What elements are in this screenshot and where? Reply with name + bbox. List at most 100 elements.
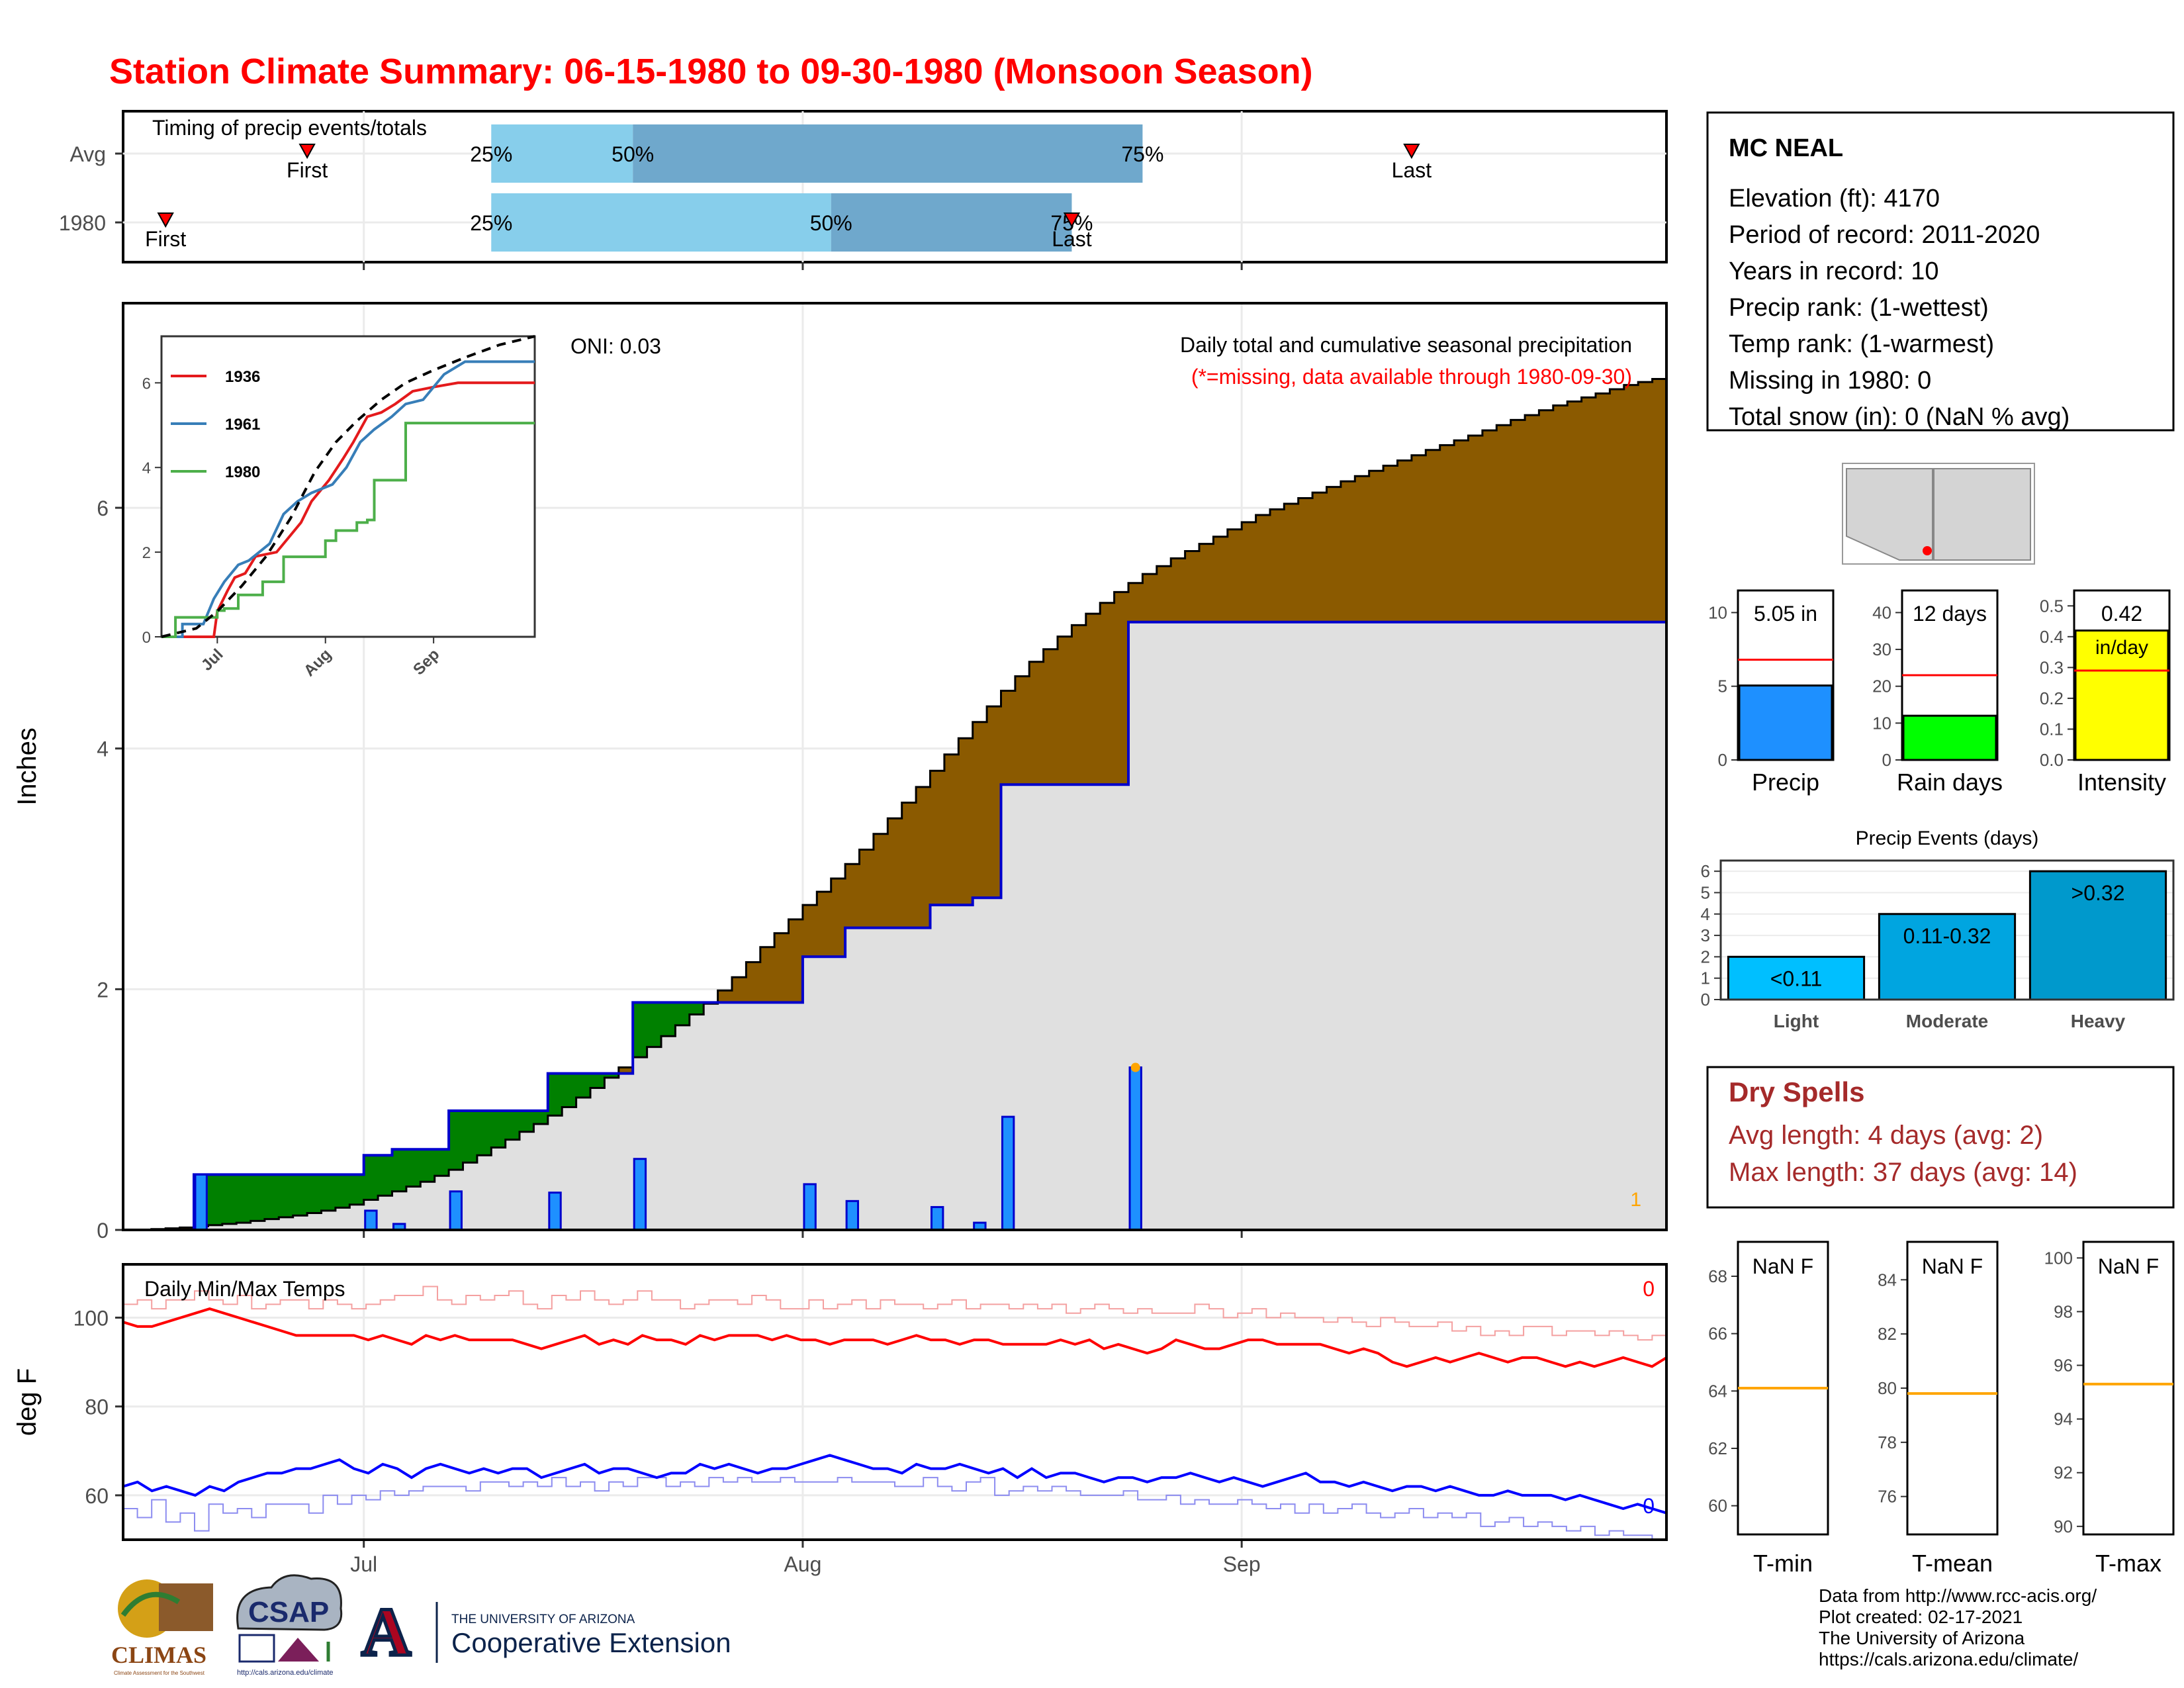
events-bar-light (1727, 955, 1866, 1001)
timing-marker-last (1063, 212, 1081, 228)
ua-name: THE UNIVERSITY OF ARIZONA (451, 1613, 635, 1626)
station-name: MC NEAL (1729, 134, 1843, 162)
station-info-line: Total snow (in): 0 (NaN % avg) (1729, 403, 2070, 431)
y-tick-label: 0.0 (2040, 750, 2064, 770)
tmin-avg-line (123, 1477, 1666, 1540)
timing-panel: Timing of precip events/totals Avg 25% 50% 7… (59, 110, 1668, 270)
legend-label: 1961 (225, 416, 260, 434)
events-category-label: Heavy (2071, 1011, 2126, 1031)
inset-y-tick-label: 0 (142, 629, 151, 647)
cumulative-observed-line (137, 620, 1666, 1231)
daily-precip-bar (803, 1183, 817, 1231)
events-bar-label: >0.32 (2071, 881, 2125, 905)
legend-label: 1980 (225, 463, 260, 481)
tmax-line (122, 1307, 1668, 1368)
y-tick-label: 0.2 (2040, 688, 2064, 708)
inset-y-tick-label: 4 (142, 459, 151, 477)
tmin-missing-count: 0 (1643, 1494, 1655, 1518)
station-info-line: Elevation (ft): 4170 (1729, 185, 1940, 212)
events-category-label: Moderate (1906, 1011, 1988, 1031)
y-tick-label: 0.4 (2040, 627, 2064, 647)
y-tick-label: 82 (1878, 1324, 1897, 1344)
station-location-marker (1923, 546, 1932, 555)
inset-series-normal (161, 335, 535, 638)
temps-panel: 60 80 100 Jul Aug Sep Daily Min/Max Temps 0 0 deg… (13, 1263, 1668, 1576)
summary-bar-precip (1738, 684, 1833, 761)
dry-spells-title: Dry Spells (1729, 1076, 1864, 1107)
temperature-summary-bars: 60 62 64 66 68 NaN F T-min 76 78 80 82 84 NaN F T-mea… (1708, 1241, 2175, 1577)
y-tick-label: 3 (1701, 925, 1710, 945)
dry-spells-avg: Avg length: 4 days (avg: 2) (1729, 1121, 2043, 1150)
credit-line: Data from http://www.rcc-acis.org/ (1819, 1585, 2097, 1606)
dry-spells-box: Dry Spells Avg length: 4 days (avg: 2) M… (1706, 1066, 2175, 1209)
x-tick-label: Sep (1223, 1552, 1261, 1576)
y-tick-label: 10 (1872, 713, 1891, 733)
panel-background (123, 1264, 1666, 1540)
station-info-box: MC NEAL Elevation (ft): 4170 Period of re… (1706, 111, 2175, 432)
station-info-line: Temp rank: (1-warmest) (1729, 330, 1994, 358)
temp-category-label: T-mean (1912, 1550, 1993, 1577)
climas-logo-subtitle: Climate Assessment for the Southwest (114, 1670, 205, 1676)
timing-marker-last (1403, 144, 1420, 160)
timing-pct-label: 25% (470, 142, 512, 166)
events-bar-moderate (1878, 913, 2017, 1001)
annotation-missing: (*=missing, data available through 1980-… (1191, 365, 1632, 389)
temp-value-label: NaN F (2098, 1254, 2159, 1278)
csap-logo-graphic (238, 1634, 330, 1663)
daily-precip-bar (930, 1205, 944, 1231)
x-tick-label: Jul (350, 1552, 377, 1576)
ua-block-a: A (361, 1594, 411, 1670)
climas-logo-text: CLIMAS (111, 1642, 206, 1668)
cumulative-normal-line (137, 378, 1666, 1231)
y-tick-label: 5 (1718, 677, 1727, 696)
university-of-arizona-logo: A THE UNIVERSITY OF ARIZONA Cooperative … (360, 1593, 731, 1672)
x-tick-label: Aug (784, 1552, 821, 1576)
inset-y-tick-label: 2 (142, 544, 151, 562)
summary-bar-raindays (1902, 714, 1997, 761)
summary-value-label: 12 days (1913, 602, 1987, 626)
temp-value-label: NaN F (1922, 1254, 1983, 1278)
ua-coop-extension: Cooperative Extension (451, 1627, 731, 1658)
timing-pct-label: 25% (470, 211, 512, 235)
events-bar-label: 0.11-0.32 (1903, 924, 1991, 948)
summary-category-label: Intensity (2077, 769, 2166, 796)
panel-frame (122, 302, 1668, 1231)
y-tick-label: 60 (85, 1484, 109, 1508)
events-category-label: Light (1774, 1011, 1819, 1031)
dry-spells-max: Max length: 37 days (avg: 14) (1729, 1158, 2077, 1187)
timing-title: Timing of precip events/totals (152, 116, 427, 140)
tmax-missing-count: 0 (1643, 1277, 1655, 1301)
y-tick-label: 94 (2054, 1409, 2073, 1429)
state-shape-new-mexico (1933, 468, 2031, 561)
summary-category-label: Precip (1752, 769, 1819, 796)
y-tick-label: 6 (97, 496, 109, 520)
y-tick-label: 4 (1701, 904, 1710, 924)
csap-logo-text: CSAP (248, 1596, 329, 1628)
climas-logo: CLIMAS Climate Assessment for the Southw… (111, 1579, 213, 1676)
y-tick-label: 90 (2054, 1517, 2073, 1536)
y-tick-label: 40 (1872, 602, 1891, 622)
credit-line: The University of Arizona (1819, 1628, 2025, 1648)
annotation-oni: ONI: 0.03 (570, 334, 661, 358)
tmax-avg-line (123, 1286, 1666, 1341)
daily-precip-bar (364, 1209, 378, 1231)
inset-y-tick-label: 6 (142, 375, 151, 393)
timing-marker-first (298, 144, 316, 160)
y-tick-label: 98 (2054, 1301, 2073, 1321)
y-tick-label: 10 (1708, 602, 1727, 622)
y-tick-label: 2 (97, 978, 109, 1002)
y-tick-label: 84 (1878, 1270, 1897, 1289)
timing-marker-label: First (287, 158, 328, 182)
y-tick-label: 96 (2054, 1356, 2073, 1376)
timing-marker-label: First (145, 227, 186, 251)
annotation-title: Daily total and cumulative seasonal prec… (1180, 333, 1632, 357)
inset-series-1936 (161, 381, 535, 638)
y-tick-label: 100 (2044, 1248, 2073, 1268)
timing-marker-first (157, 212, 174, 228)
summary-bars: 0 5 10 5.05 in Precip 0 10 20 30 40 12 days Rain da… (1708, 589, 2171, 796)
timing-bar-25-50 (491, 193, 831, 252)
timing-bar-50-75 (633, 124, 1143, 183)
temp-value-label: NaN F (1752, 1254, 1813, 1278)
